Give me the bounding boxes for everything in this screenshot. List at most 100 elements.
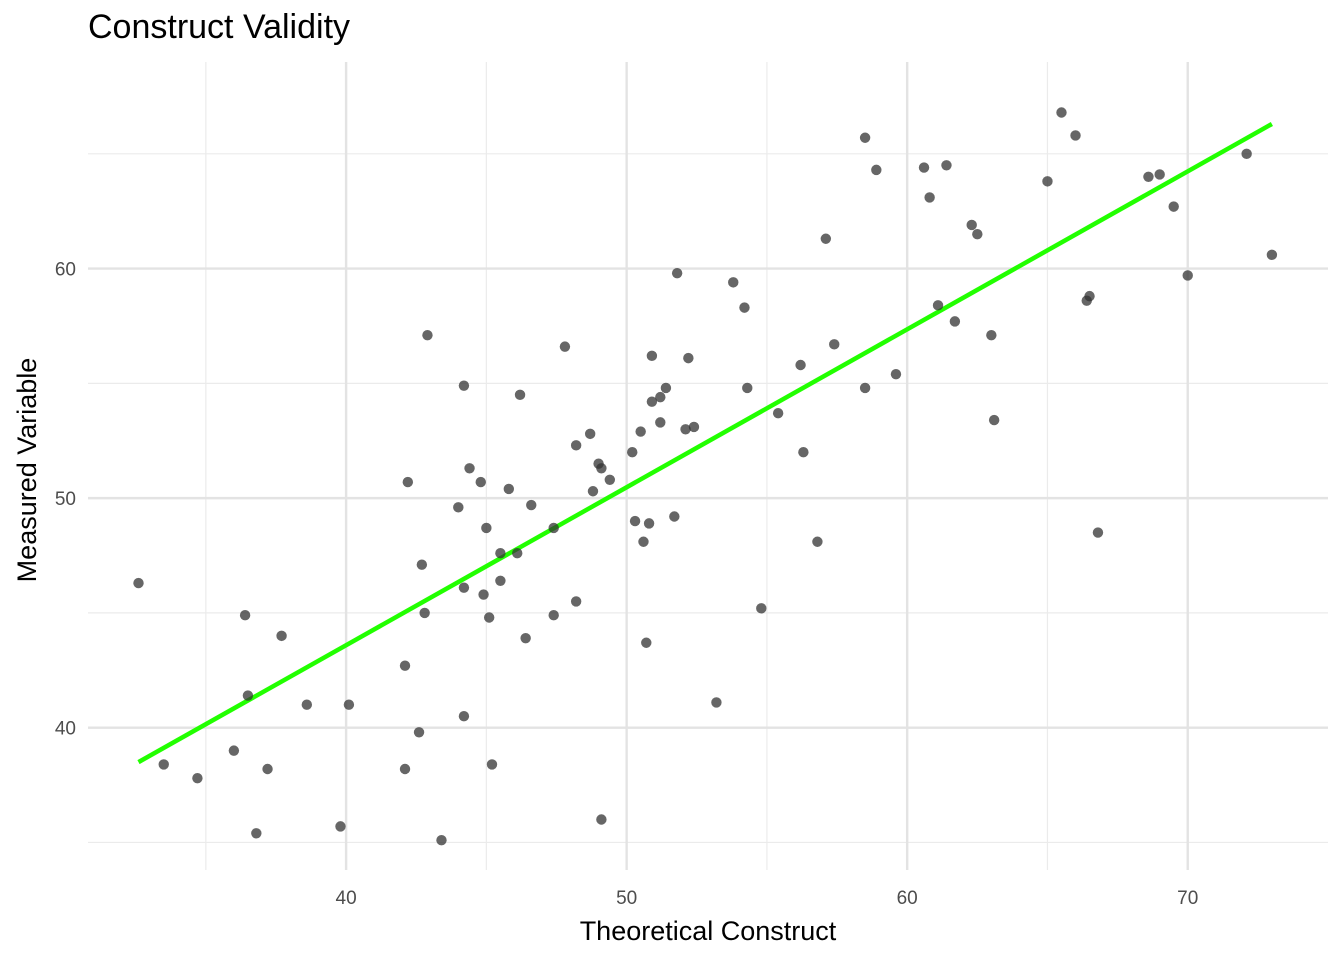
data-point: [436, 834, 447, 846]
data-point: [932, 300, 944, 311]
data-point: [503, 483, 515, 495]
data-point: [133, 577, 144, 589]
data-point: [399, 763, 411, 775]
data-point: [756, 603, 767, 614]
data-point: [966, 219, 977, 231]
data-point: [520, 632, 531, 644]
data-point: [972, 228, 983, 240]
data-point: [343, 699, 355, 710]
data-point: [646, 396, 658, 407]
data-point: [559, 341, 571, 352]
data-point: [584, 428, 596, 440]
data-point: [481, 522, 492, 534]
data-point: [711, 697, 722, 708]
data-point: [1092, 527, 1104, 538]
data-point: [798, 447, 809, 458]
data-point: [941, 160, 952, 171]
data-point: [671, 267, 683, 279]
y-tick-label: 40: [55, 719, 76, 740]
x-tick-label: 70: [1177, 888, 1198, 909]
data-point: [739, 302, 750, 313]
data-point: [158, 759, 169, 770]
data-point: [772, 408, 784, 419]
data-point: [483, 612, 495, 623]
data-point: [419, 607, 430, 619]
y-axis-tick-labels: 40 50 60: [55, 260, 76, 740]
data-point: [1143, 171, 1154, 182]
y-tick-label: 60: [55, 260, 76, 281]
data-point: [795, 359, 806, 371]
data-point: [604, 474, 616, 485]
y-tick-label: 50: [55, 489, 76, 510]
data-point: [413, 727, 425, 738]
data-point: [688, 421, 700, 433]
data-points: [133, 107, 1278, 846]
data-point: [548, 610, 559, 621]
data-point: [1070, 130, 1081, 141]
data-point: [655, 417, 666, 428]
x-tick-label: 40: [336, 888, 357, 909]
data-point: [422, 329, 433, 341]
data-point: [1168, 201, 1179, 212]
data-point: [495, 548, 506, 559]
data-point: [988, 414, 1000, 426]
data-point: [638, 536, 649, 547]
data-point: [1056, 107, 1067, 118]
data-point: [475, 476, 486, 488]
trend-line: [137, 122, 1273, 765]
data-point: [986, 329, 997, 341]
x-tick-label: 50: [616, 888, 637, 909]
data-point: [458, 582, 470, 593]
data-point: [596, 463, 607, 474]
data-point: [458, 380, 470, 391]
data-point: [416, 559, 428, 570]
data-point: [486, 759, 498, 770]
major-gridlines: [88, 62, 1328, 870]
data-point: [458, 711, 470, 722]
data-point: [228, 745, 240, 756]
data-point: [570, 440, 582, 451]
data-point: [464, 463, 475, 474]
minor-gridlines: [88, 62, 1328, 870]
data-point: [643, 518, 655, 529]
data-point: [512, 548, 523, 559]
x-tick-label: 60: [897, 888, 918, 909]
data-point: [924, 192, 935, 203]
data-point: [548, 522, 559, 534]
data-point: [587, 486, 599, 497]
data-point: [239, 610, 251, 621]
data-point: [683, 352, 694, 364]
data-point: [192, 772, 203, 784]
data-point: [728, 277, 739, 288]
data-point: [871, 164, 882, 176]
data-point: [641, 637, 652, 648]
data-point: [526, 499, 537, 511]
data-point: [514, 389, 526, 401]
data-point: [276, 630, 287, 642]
data-point: [402, 476, 414, 488]
data-point: [646, 350, 658, 362]
data-point: [1084, 290, 1095, 302]
data-point: [660, 382, 672, 394]
data-point: [742, 382, 753, 394]
data-point: [478, 589, 489, 600]
data-point: [453, 502, 464, 513]
data-point: [859, 382, 871, 394]
data-point: [1154, 169, 1165, 180]
data-point: [655, 391, 666, 403]
data-point: [949, 316, 961, 327]
data-point: [335, 821, 346, 832]
data-point: [829, 339, 840, 350]
data-point: [596, 814, 607, 825]
chart-title: Construct Validity: [88, 8, 351, 46]
trend-line-layer: [137, 122, 1273, 765]
data-point: [627, 447, 638, 458]
x-axis-tick-labels: 40 50 60 70: [336, 888, 1199, 909]
data-point: [1266, 249, 1278, 261]
data-point: [1241, 148, 1252, 160]
data-point: [669, 511, 680, 522]
data-point: [399, 660, 411, 671]
data-point: [812, 536, 823, 547]
data-point: [251, 828, 262, 839]
